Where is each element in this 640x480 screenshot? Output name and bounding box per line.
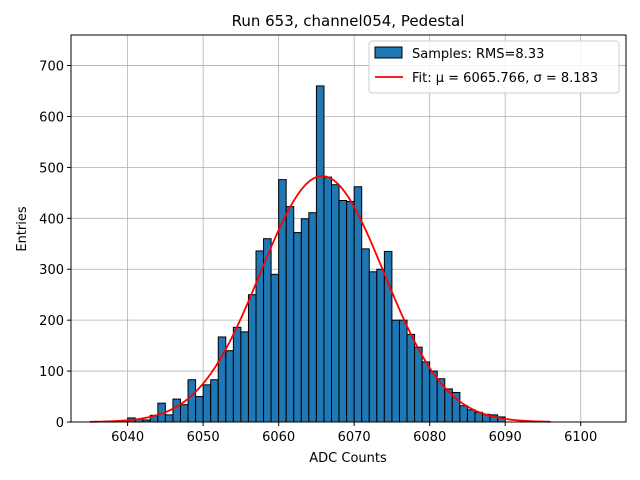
histogram-bar xyxy=(315,85,325,423)
histogram-bar xyxy=(368,271,378,423)
legend: Samples: RMS=8.33 Fit: μ = 6065.766, σ =… xyxy=(368,40,620,94)
histogram-bar xyxy=(391,319,400,423)
y-tick-label: 100 xyxy=(39,365,64,380)
x-tick-label: 6070 xyxy=(338,430,371,445)
y-axis-label: Entries xyxy=(15,206,30,252)
histogram-bar xyxy=(247,294,257,423)
histogram-bar xyxy=(179,404,189,423)
histogram-bar xyxy=(263,238,272,423)
histogram-bar xyxy=(270,273,280,423)
y-axis-ticks: 0 100 200 300 400 500 600 700 xyxy=(39,60,71,431)
histogram-bar xyxy=(331,184,340,423)
histogram-bar xyxy=(338,199,348,423)
histogram-bar xyxy=(414,346,423,423)
histogram-bars xyxy=(127,85,506,423)
y-tick-label: 400 xyxy=(39,212,64,227)
x-tick-label: 6090 xyxy=(489,430,522,445)
histogram-bar xyxy=(323,176,333,423)
grid-lines xyxy=(71,35,626,423)
histogram-bar xyxy=(172,398,181,423)
histogram-bar xyxy=(232,326,242,423)
histogram-bar xyxy=(285,206,295,423)
histogram-bar xyxy=(187,379,197,423)
x-tick-label: 6080 xyxy=(413,430,446,445)
x-axis-label: ADC Counts xyxy=(309,451,387,466)
x-tick-label: 6100 xyxy=(564,430,597,445)
x-tick-label: 6040 xyxy=(111,430,144,445)
histogram-bar xyxy=(459,405,468,423)
y-tick-label: 0 xyxy=(56,416,64,431)
fit-curve xyxy=(89,175,551,423)
y-tick-label: 300 xyxy=(39,263,64,278)
histogram-bar xyxy=(164,414,174,423)
histogram-bar xyxy=(293,232,302,423)
chart-title: Run 653, channel054, Pedestal xyxy=(232,12,465,30)
y-tick-label: 600 xyxy=(39,110,64,125)
histogram-bar xyxy=(210,379,219,423)
histogram-bar xyxy=(376,268,385,423)
histogram-bar xyxy=(466,409,476,423)
histogram-bar xyxy=(300,218,310,423)
histogram-bar xyxy=(398,319,408,423)
legend-box xyxy=(368,40,620,94)
histogram-bar xyxy=(195,396,204,423)
histogram-bar xyxy=(225,350,234,423)
histogram-bar xyxy=(308,212,317,423)
y-tick-label: 700 xyxy=(39,60,64,75)
histogram-bar xyxy=(346,201,355,423)
x-tick-label: 6060 xyxy=(262,430,295,445)
fit-curve-layer xyxy=(89,175,551,423)
histogram-bar xyxy=(421,361,431,423)
legend-swatch-samples xyxy=(374,46,403,59)
y-tick-label: 200 xyxy=(39,314,64,329)
legend-label-samples: Samples: RMS=8.33 xyxy=(412,47,544,62)
histogram-bar xyxy=(353,186,363,423)
x-axis-ticks: 6040 6050 6060 6070 6080 6090 6100 xyxy=(111,422,597,445)
y-tick-label: 500 xyxy=(39,161,64,176)
x-tick-label: 6050 xyxy=(187,430,220,445)
histogram-bar xyxy=(429,370,438,423)
histogram-bar xyxy=(406,333,416,423)
plot-frame xyxy=(70,34,627,423)
legend-label-fit: Fit: μ = 6065.766, σ = 8.183 xyxy=(412,71,598,86)
histogram-bar xyxy=(202,384,212,423)
histogram-bar xyxy=(240,331,249,423)
histogram-bar xyxy=(361,248,370,423)
